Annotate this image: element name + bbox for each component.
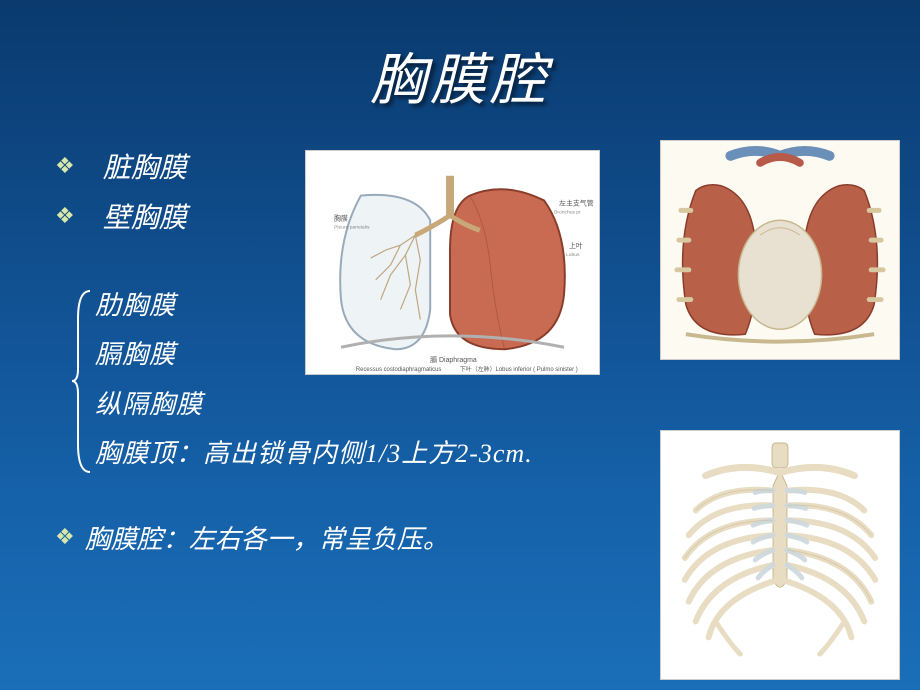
bullet-1-text: 脏胸膜	[103, 146, 187, 186]
svg-text:膈 Diaphragma: 膈 Diaphragma	[430, 356, 477, 364]
svg-text:上叶: 上叶	[569, 241, 583, 250]
brace-icon	[70, 289, 95, 474]
svg-text:胸膜: 胸膜	[334, 213, 348, 222]
svg-text:Bronchus pr: Bronchus pr	[554, 209, 581, 215]
anatomy-image-thorax	[660, 140, 900, 360]
svg-text:Pleura parietalis: Pleura parietalis	[334, 224, 370, 230]
svg-text:Lobus: Lobus	[566, 252, 580, 258]
anatomy-image-ribcage	[660, 430, 900, 680]
diamond-icon: ❖	[55, 524, 75, 550]
bullet-2-text: 壁胸膜	[103, 196, 187, 236]
svg-text:左主支气管: 左主支气管	[559, 199, 594, 208]
sub-item-3: 纵隔胸膜	[95, 380, 880, 429]
slide-title: 胸膜腔	[0, 0, 920, 116]
svg-text:下叶（左肺）Lobus inferior ( Pulmo s: 下叶（左肺）Lobus inferior ( Pulmo sinister )	[460, 365, 578, 373]
diamond-icon: ❖	[55, 153, 75, 179]
diamond-icon: ❖	[55, 203, 75, 229]
bottom-text: 胸膜腔：左右各一，常呈负压。	[85, 519, 449, 556]
svg-text:Recessus costodiaphragmaticus: Recessus costodiaphragmaticus	[356, 367, 442, 373]
anatomy-image-lungs: 胸膜 Pleura parietalis 左主支气管 Bronchus pr 上…	[305, 150, 600, 375]
